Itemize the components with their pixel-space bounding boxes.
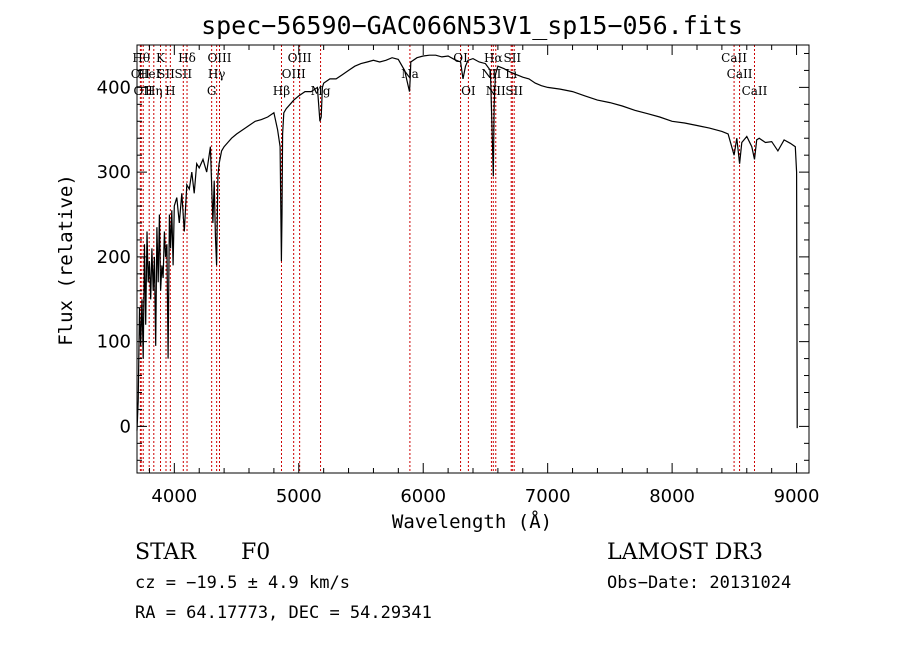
- spectral-line-label: HeI: [138, 67, 161, 81]
- spectral-line-label: Hα: [484, 51, 503, 65]
- spectral-line-label: Li: [505, 67, 517, 81]
- spectral-line-label: CaII: [742, 84, 768, 98]
- spectral-line-label: Hβ: [273, 84, 290, 98]
- y-tick-label: 300: [97, 162, 131, 183]
- x-tick-label: 4000: [151, 486, 197, 507]
- y-axis-ticks: 0 100 200 300 400: [97, 52, 809, 461]
- subclass: F0: [241, 540, 271, 565]
- spectral-line-label: SII: [503, 51, 521, 65]
- spectral-line-label: Hδ: [178, 51, 196, 65]
- x-tick-label: 5000: [276, 486, 322, 507]
- observation-date: Obs−Date: 20131024: [607, 573, 792, 593]
- spectrum-series-line: [136, 54, 798, 431]
- spectral-line-label: OIII: [207, 51, 231, 65]
- y-tick-label: 400: [97, 77, 131, 98]
- spectral-line-label: H: [165, 84, 175, 98]
- spectral-line-label: SII: [505, 84, 523, 98]
- spectral-line-label: SII: [157, 67, 175, 81]
- plot-frame: [136, 44, 810, 474]
- spectral-line-label: OI: [453, 51, 468, 65]
- y-tick-label: 0: [120, 416, 131, 437]
- spectral-line-labels: OIIHθOIIHeIHηKSIIHSIIHδGHγOIIIHβOIIIOIII…: [131, 51, 768, 98]
- spectral-line-label: OI: [461, 84, 476, 98]
- spectral-line-label: Mg: [311, 84, 331, 98]
- spectral-line-label: Hη: [145, 84, 163, 98]
- spectral-line-label: NII: [481, 67, 501, 81]
- x-tick-label: 6000: [400, 486, 446, 507]
- plot-title: spec−56590−GAC066N53V1_sp15−056.fits: [201, 11, 743, 40]
- spectral-line-label: K: [156, 51, 166, 65]
- spectral-line-label: SII: [174, 67, 192, 81]
- spectral-line-label: OII: [131, 67, 151, 81]
- survey-name: LAMOST DR3: [607, 540, 763, 565]
- y-tick-label: 200: [97, 247, 131, 268]
- spectral-line-markers: [139, 45, 755, 473]
- object-class: STAR: [135, 540, 196, 565]
- spectral-line-label: OIII: [288, 51, 312, 65]
- redshift-velocity: cz = −19.5 ± 4.9 km/s: [135, 573, 350, 593]
- spectral-line-label: CaII: [727, 67, 753, 81]
- x-tick-label: 8000: [649, 486, 695, 507]
- sky-coordinates: RA = 64.17773, DEC = 54.29341: [135, 603, 432, 623]
- spectral-line-label: CaII: [721, 51, 747, 65]
- x-axis-label: Wavelength (Å): [392, 510, 552, 533]
- spectral-line-label: OIII: [282, 67, 306, 81]
- x-tick-label: 9000: [774, 486, 820, 507]
- spectral-line-label: NII: [486, 84, 506, 98]
- spectral-line-label: G: [207, 84, 217, 98]
- y-tick-label: 100: [97, 332, 131, 353]
- x-axis-ticks: 4000 5000 6000 7000 8000 9000: [148, 45, 820, 507]
- y-axis-label: Flux (relative): [55, 174, 77, 346]
- x-tick-label: 7000: [525, 486, 571, 507]
- spectral-line-label: Hγ: [208, 67, 226, 81]
